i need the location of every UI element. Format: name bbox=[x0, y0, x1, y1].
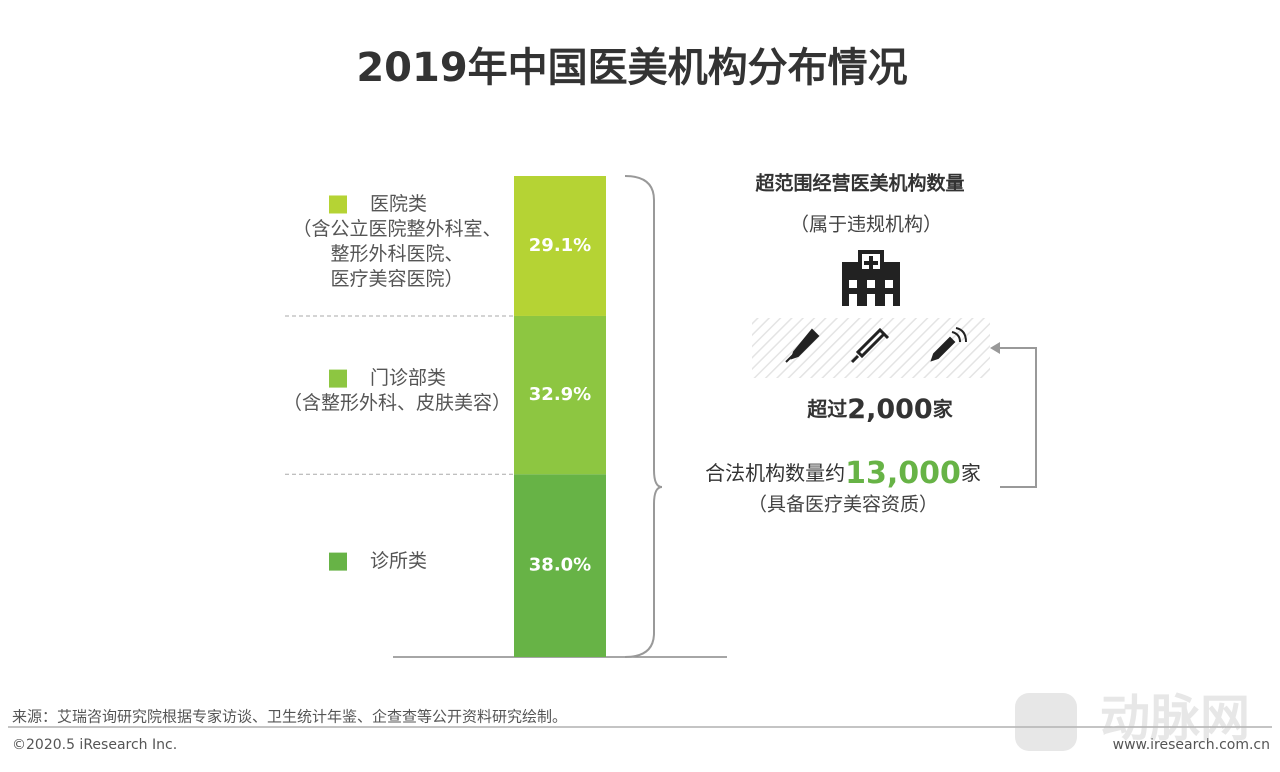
brace bbox=[624, 175, 663, 658]
legal-note: （具备医疗美容资质） bbox=[748, 494, 938, 516]
copyright: ©2020.5 iResearch Inc. bbox=[12, 737, 177, 753]
url: www.iresearch.com.cn bbox=[1113, 737, 1270, 753]
legend-label: 门诊部类 bbox=[370, 367, 446, 389]
value-label: 38.0% bbox=[529, 555, 591, 576]
watermark-logo bbox=[1015, 693, 1077, 751]
source: 来源：艾瑞咨询研究院根据专家访谈、卫生统计年鉴、企查查等公开资料研究绘制。 bbox=[12, 708, 567, 726]
watermark: 动脉网 bbox=[1015, 690, 1250, 751]
hospital-icon bbox=[842, 250, 900, 306]
legal-suffix: 家 bbox=[961, 461, 981, 485]
legend-note: （含整形外科、皮肤美容） bbox=[283, 392, 511, 414]
bar-segment bbox=[514, 176, 606, 316]
illegal-prefix: 超过 bbox=[806, 397, 847, 421]
chart-title: 2019年中国医美机构分布情况 bbox=[356, 45, 907, 91]
bar-segment bbox=[514, 315, 606, 475]
legal-count: 合法机构数量约13,000家 bbox=[705, 456, 981, 491]
illegal-count: 超过2,000家 bbox=[806, 394, 953, 425]
legend-label: 医院类 bbox=[370, 193, 427, 215]
legend-label: 诊所类 bbox=[370, 550, 427, 572]
legend-swatch bbox=[329, 552, 347, 571]
watermark-text: 动脉网 bbox=[1100, 690, 1250, 748]
bar-segment bbox=[514, 474, 606, 657]
legal-number: 13,000 bbox=[845, 456, 961, 491]
tool-icons bbox=[785, 327, 967, 364]
legend-note: （含公立医院整外科室、 bbox=[292, 218, 501, 240]
arrow-head bbox=[990, 342, 1000, 354]
legend-swatch bbox=[329, 195, 347, 214]
illegal-number: 2,000 bbox=[847, 394, 932, 425]
legend-swatch bbox=[329, 369, 347, 388]
value-label: 32.9% bbox=[529, 384, 591, 405]
annotation-note: （属于违规机构） bbox=[790, 214, 942, 236]
annotation-title: 超范围经营医美机构数量 bbox=[754, 172, 964, 195]
arrow bbox=[996, 347, 1037, 488]
value-label: 29.1% bbox=[529, 235, 591, 256]
legend-note: 医疗美容医院） bbox=[330, 268, 463, 290]
legend-note: 整形外科医院、 bbox=[330, 243, 463, 265]
illegal-suffix: 家 bbox=[933, 397, 954, 421]
legal-prefix: 合法机构数量约 bbox=[705, 461, 845, 485]
